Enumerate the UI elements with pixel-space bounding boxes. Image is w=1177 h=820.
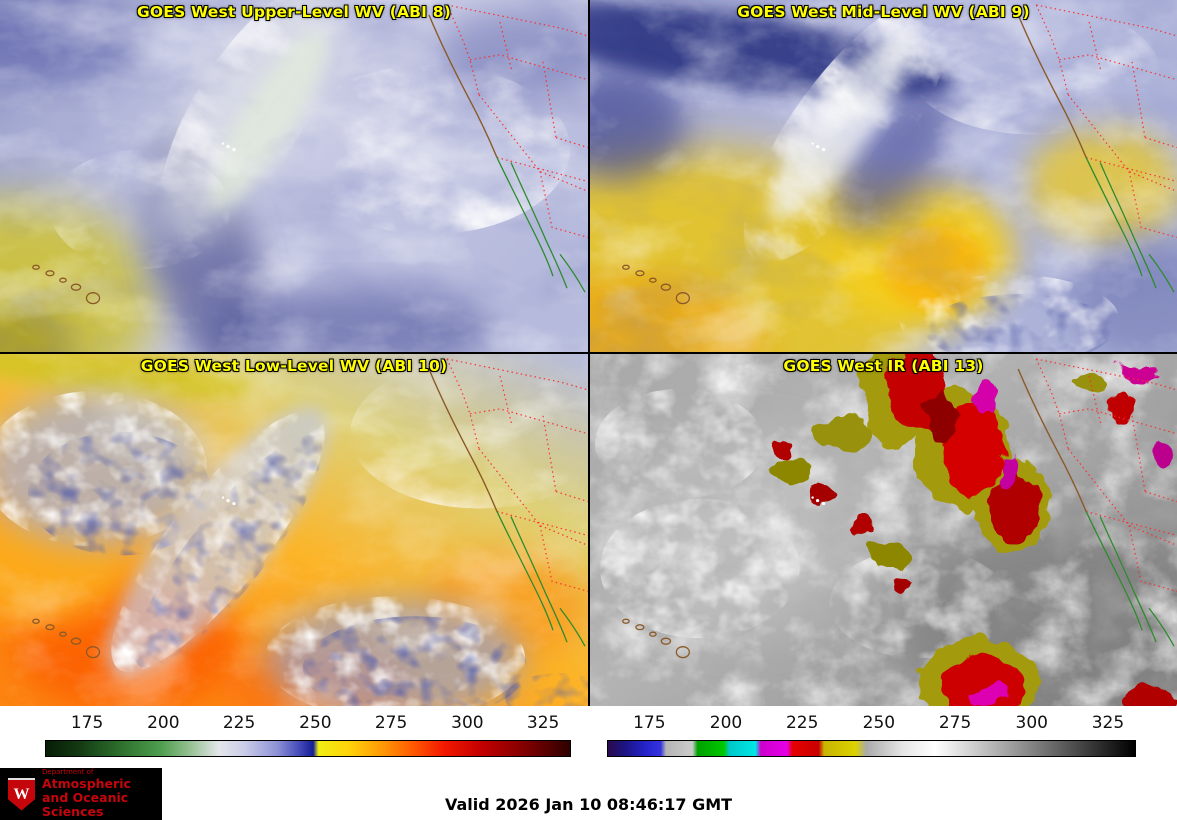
colorbar-ir-strip (607, 740, 1136, 757)
colorbar-tick-label: 250 (299, 713, 332, 733)
panel-mid-level-wv: GOES West Mid-Level WV (ABI 9) (590, 0, 1177, 352)
logo-line-1: Atmospheric (42, 775, 131, 791)
colorbar-tick-label: 325 (1091, 713, 1125, 733)
colorbar-ir: 175 200 225 250 275 300 325 (607, 706, 1136, 766)
colorbar-tick-label: 200 (709, 713, 743, 733)
valid-time-label: Valid 2026 Jan 10 08:46:17 GMT (444, 795, 733, 814)
logo-dept-line: Department of (42, 768, 94, 777)
quad-panel-grid: GOES West Upper-Level WV (ABI 8) (0, 0, 1177, 706)
satellite-image-abi13 (590, 354, 1177, 706)
colorbar-tick-label: 275 (938, 713, 972, 733)
colorbar-row: 175 200 225 250 275 300 325 175 200 225 250 275 300… (0, 706, 1177, 768)
panel-upper-level-wv: GOES West Upper-Level WV (ABI 8) (0, 0, 588, 352)
satellite-image-abi8 (0, 0, 588, 352)
uw-logo-text: Department of Atmospheric and Oceanic Sc… (42, 768, 162, 819)
colorbar-tick-label: 275 (374, 713, 408, 733)
colorbar-tick-label: 225 (785, 713, 819, 733)
satellite-image-abi10 (0, 354, 588, 706)
colorbar-tick-label: 200 (147, 713, 180, 733)
colorbar-wv-strip (45, 740, 571, 757)
colorbar-wv: 175 200 225 250 275 300 325 (45, 706, 571, 766)
colorbar-tick-label: 225 (222, 713, 256, 733)
colorbar-tick-label: 325 (526, 713, 560, 733)
colorbar-tick-label: 300 (451, 713, 484, 733)
logo-line-2: and Oceanic Sciences (42, 789, 129, 819)
panel-ir: GOES West IR (ABI 13) (590, 354, 1177, 706)
colorbar-ir-ticks: 175 200 225 250 275 300 325 (607, 706, 1136, 740)
uw-aos-logo: W Department of Atmospheric and Oceanic … (0, 768, 162, 820)
satellite-image-abi9 (590, 0, 1177, 352)
colorbar-wv-ticks: 175 200 225 250 275 300 325 (45, 706, 571, 740)
colorbar-tick-label: 175 (70, 713, 104, 733)
colorbar-tick-label: 300 (1015, 713, 1049, 733)
colorbar-tick-label: 250 (862, 713, 896, 733)
panel-low-level-wv: GOES West Low-Level WV (ABI 10) (0, 354, 588, 706)
colorbar-tick-label: 175 (633, 713, 666, 733)
